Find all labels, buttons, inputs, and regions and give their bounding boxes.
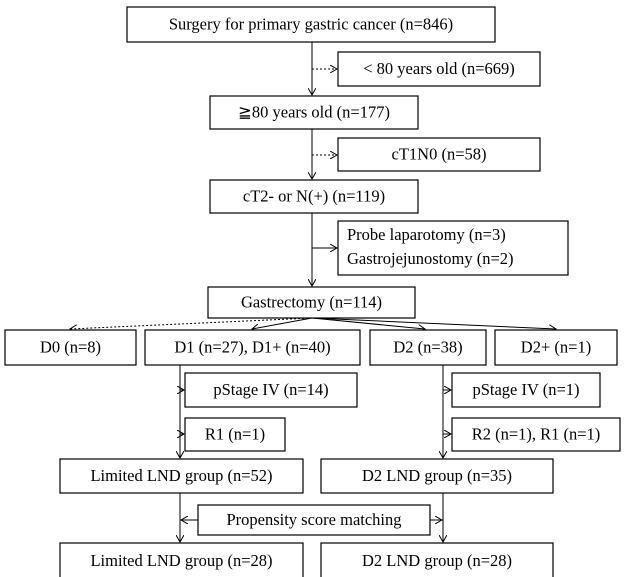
node-label: D1 (n=27), D1+ (n=40) [174, 337, 330, 356]
node-label: R2 (n=1), R1 (n=1) [472, 424, 601, 443]
node-label: Gastrectomy (n=114) [241, 292, 382, 311]
node-box [451, 372, 601, 408]
node-box [197, 504, 431, 536]
node-box [209, 95, 419, 130]
node-box [337, 137, 541, 172]
node-label: ≧80 years old (n=177) [238, 102, 390, 121]
node-box [369, 329, 487, 366]
node-box [337, 51, 541, 87]
node-label: cT1N0 (n=58) [392, 144, 487, 163]
node-box [451, 417, 621, 452]
node-box [494, 329, 618, 366]
node-label: Limited LND group (n=52) [90, 466, 272, 485]
node-label: pStage IV (n=1) [472, 380, 579, 399]
node-label: Limited LND group (n=28) [90, 551, 272, 570]
node-label: Probe laparotomy (n=3) [347, 225, 506, 244]
node-label: Surgery for primary gastric cancer (n=84… [169, 14, 453, 33]
node-box [207, 286, 416, 319]
node-label: cT2- or N(+) (n=119) [243, 186, 385, 205]
node-label: D0 (n=8) [40, 337, 101, 356]
node-label: D2 (n=38) [393, 337, 462, 356]
boxes: Surgery for primary gastric cancer (n=84… [4, 6, 621, 577]
node-label: D2+ (n=1) [521, 337, 591, 356]
node-box [209, 179, 419, 214]
node-box [320, 542, 554, 577]
node-box [320, 458, 554, 494]
node-label: pStage IV (n=14) [213, 380, 328, 399]
connectors [70, 42, 556, 542]
node-box [337, 220, 569, 276]
node-box [59, 542, 304, 577]
node-label: < 80 years old (n=669) [363, 59, 515, 78]
node-box [184, 372, 358, 408]
node-label: R1 (n=1) [205, 424, 265, 443]
node-label: D2 LND group (n=28) [362, 551, 512, 570]
node-box [184, 417, 286, 452]
node-box [59, 458, 304, 494]
node-box [126, 6, 496, 43]
node-box [4, 329, 137, 366]
node-box [144, 329, 361, 366]
node-label: Gastrojejunostomy (n=2) [347, 249, 514, 268]
node-label: D2 LND group (n=35) [362, 466, 512, 485]
node-label: Propensity score matching [226, 510, 401, 529]
